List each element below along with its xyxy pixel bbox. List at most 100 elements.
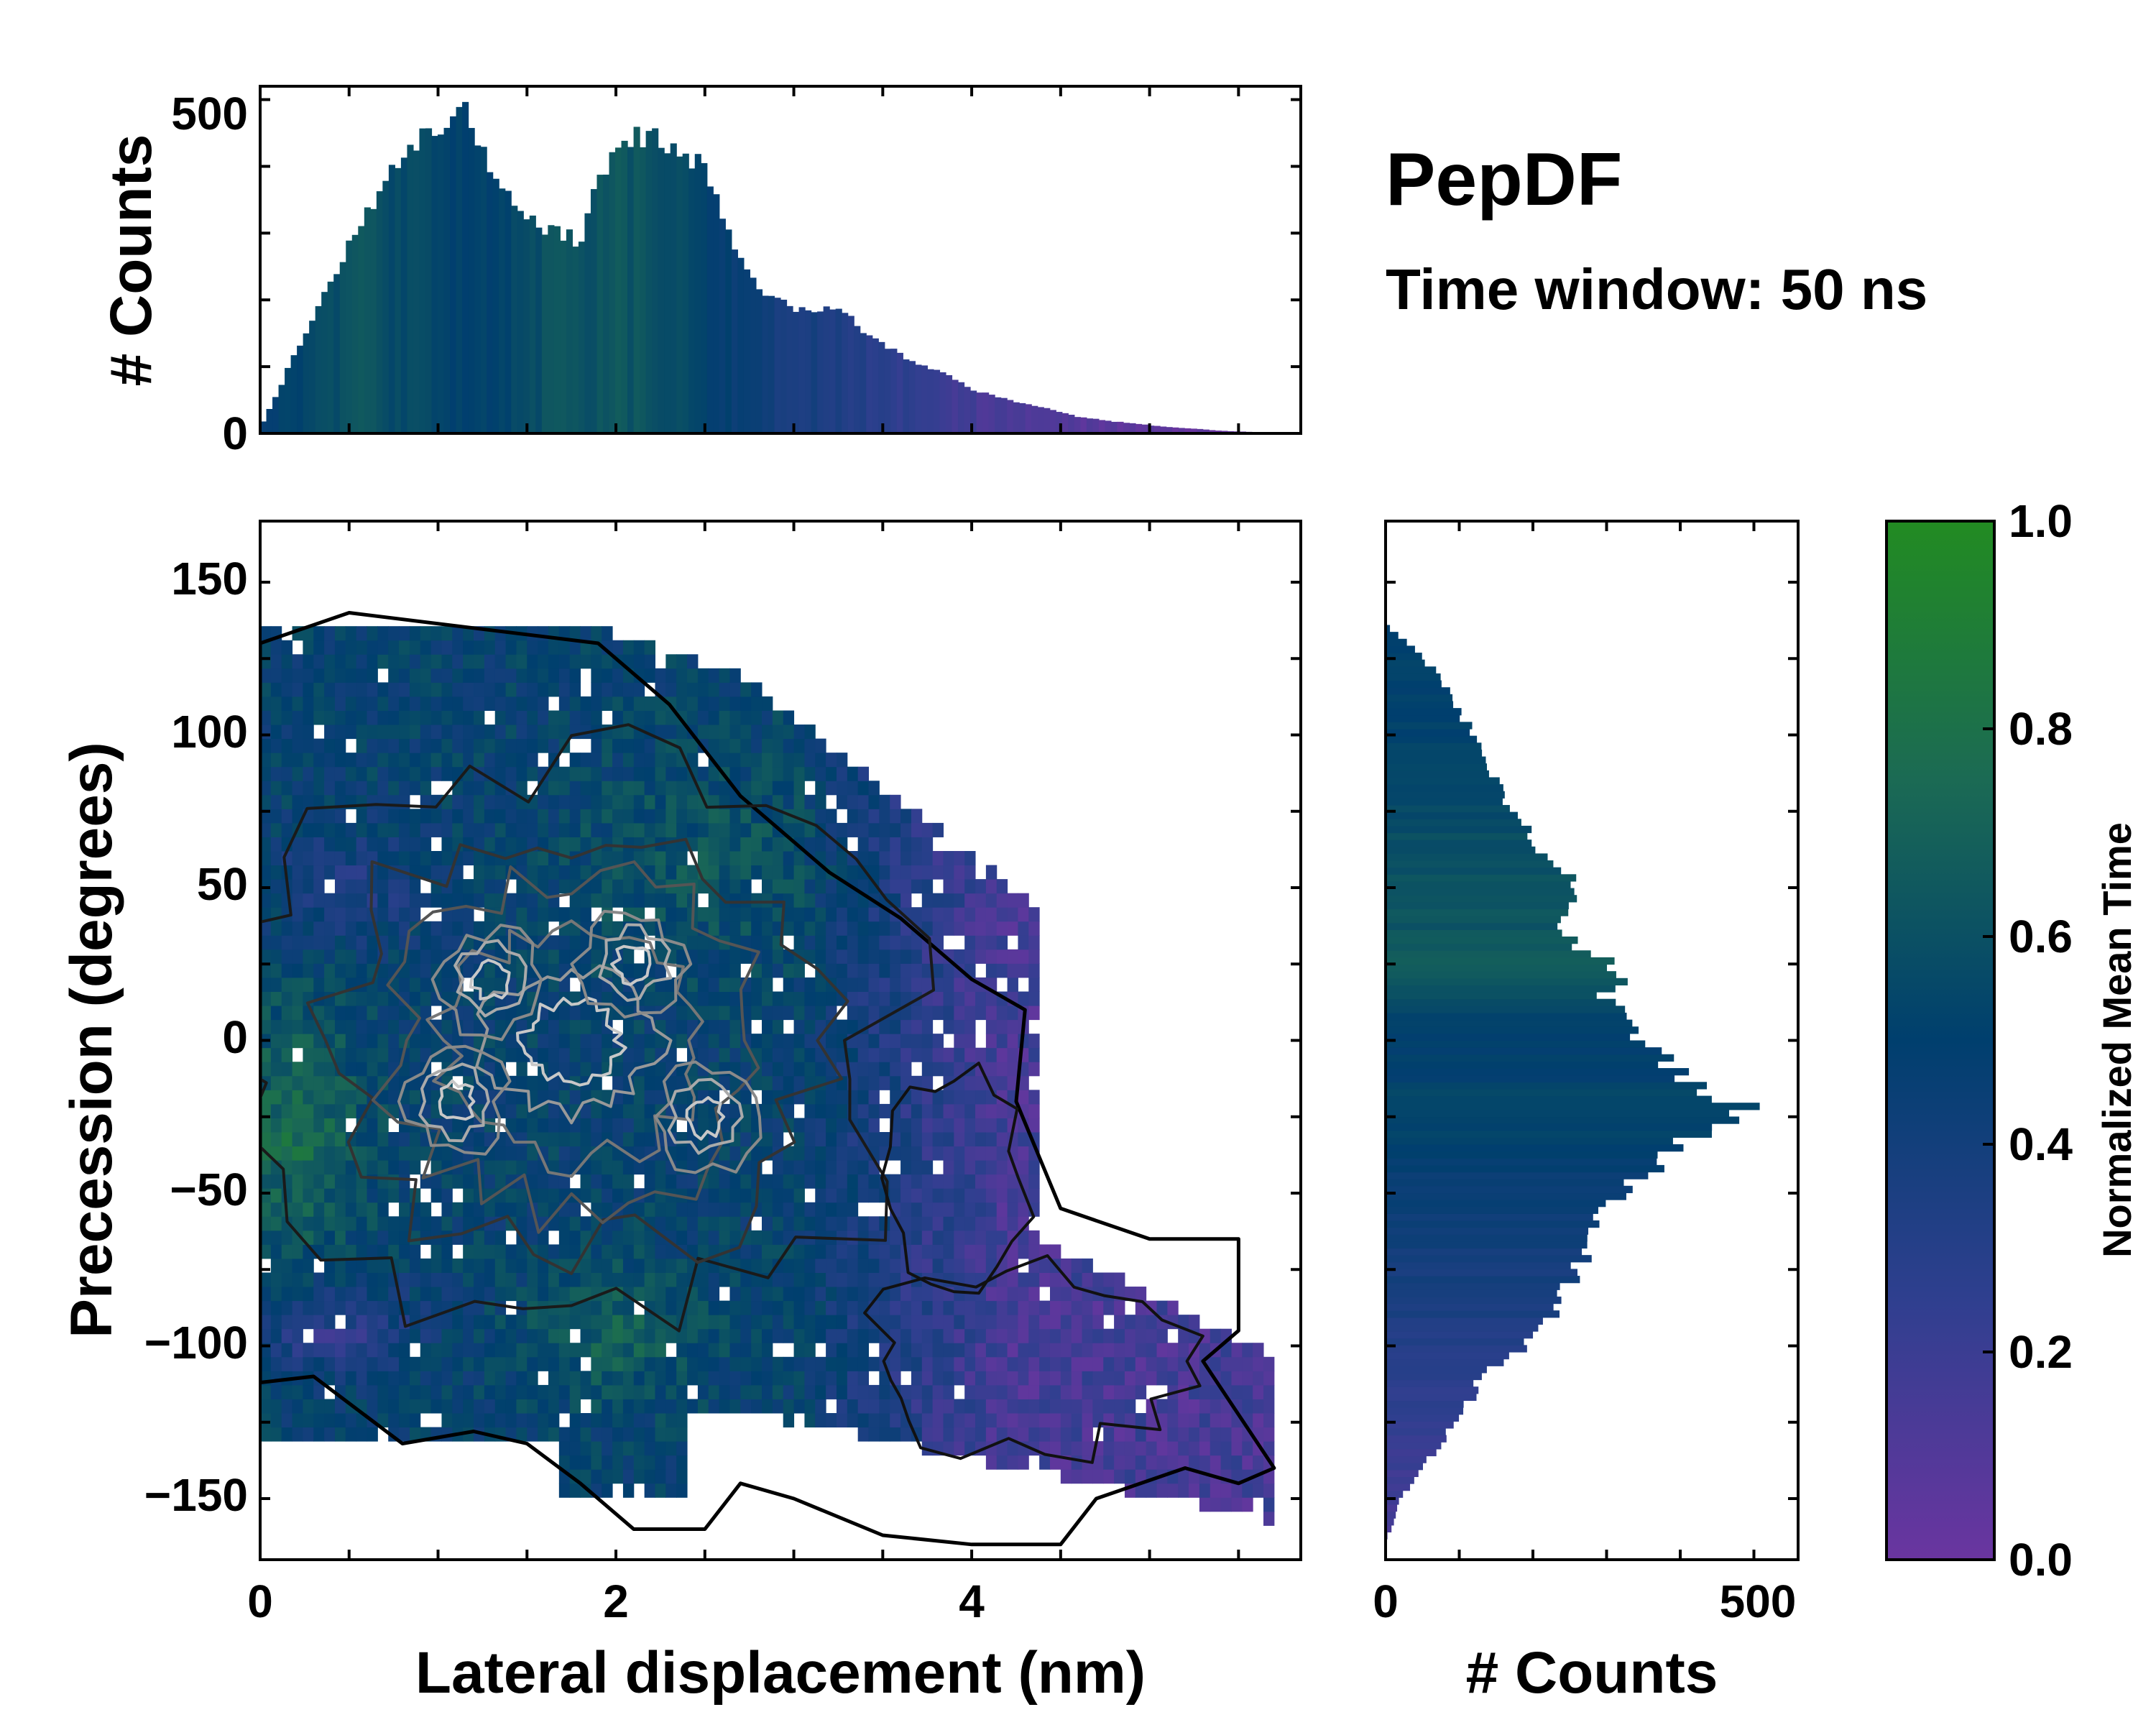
- right-hist-bar: [1386, 1407, 1464, 1415]
- heatmap-cell: [644, 1258, 655, 1273]
- heatmap-cell: [420, 1034, 432, 1049]
- heatmap-cell: [377, 865, 389, 880]
- heatmap-cell: [964, 949, 976, 964]
- heatmap-cell: [580, 753, 591, 768]
- heatmap-cell: [388, 682, 400, 697]
- heatmap-cell: [644, 1343, 655, 1358]
- heatmap-cell: [334, 809, 346, 824]
- heatmap-cell: [356, 991, 368, 1006]
- right-hist-bar: [1386, 888, 1575, 896]
- heatmap-cell: [996, 1006, 1008, 1021]
- heatmap-cell: [591, 1455, 602, 1470]
- heatmap-cell: [1007, 1230, 1018, 1245]
- heatmap-cell: [1018, 921, 1029, 936]
- top-hist-bar: [327, 281, 334, 433]
- right-hist-bar: [1386, 1358, 1504, 1366]
- heatmap-cell: [516, 1202, 528, 1217]
- heatmap-cell: [270, 696, 282, 711]
- heatmap-cell: [751, 963, 763, 978]
- heatmap-cell: [954, 1427, 965, 1442]
- heatmap-cell: [740, 1399, 752, 1414]
- heatmap-cell: [1028, 1413, 1040, 1428]
- heatmap-cell: [569, 1427, 581, 1442]
- heatmap-cell: [441, 921, 453, 936]
- heatmap-cell: [538, 809, 549, 824]
- heatmap-cell: [505, 1413, 517, 1428]
- heatmap-cell: [1018, 935, 1029, 950]
- heatmap-cell: [964, 921, 976, 936]
- heatmap-cell: [729, 1034, 741, 1049]
- top-hist-bar: [915, 364, 922, 433]
- heatmap-cell: [719, 1174, 730, 1189]
- heatmap-cell: [313, 879, 325, 894]
- heatmap-cell: [783, 753, 795, 768]
- heatmap-cell: [687, 1230, 699, 1245]
- heatmap-cell: [1178, 1441, 1189, 1456]
- heatmap-cell: [558, 822, 571, 837]
- heatmap-cell: [697, 963, 709, 978]
- heatmap-cell: [505, 1328, 517, 1343]
- heatmap-cell: [985, 1174, 998, 1189]
- heatmap-cell: [388, 809, 400, 824]
- heatmap-cell: [1049, 1300, 1061, 1315]
- heatmap-cell: [1146, 1483, 1158, 1498]
- heatmap-cell: [1071, 1384, 1083, 1399]
- heatmap-cell: [665, 822, 677, 837]
- heatmap-cell: [687, 1356, 699, 1371]
- heatmap-cell: [751, 1287, 763, 1302]
- heatmap-cell: [1199, 1343, 1211, 1358]
- top-hist-bar: [278, 385, 285, 433]
- heatmap-cell: [633, 1019, 645, 1034]
- heatmap-cell: [367, 1034, 378, 1049]
- heatmap-cell: [324, 1188, 336, 1203]
- heatmap-cell: [484, 1174, 496, 1189]
- heatmap-cell: [548, 1371, 560, 1386]
- heatmap-cell: [313, 1328, 325, 1343]
- heatmap-cell: [463, 794, 474, 809]
- heatmap-cell: [729, 1300, 741, 1315]
- heatmap-cell: [538, 1384, 549, 1399]
- heatmap-cell: [1135, 1384, 1147, 1399]
- top-hist-ytick-0: 0: [222, 408, 248, 459]
- heatmap-cell: [260, 1062, 272, 1077]
- heatmap-cell: [729, 879, 741, 894]
- heatmap-cell: [954, 1356, 965, 1371]
- top-hist-bar: [706, 186, 714, 433]
- heatmap-cell: [334, 626, 346, 641]
- heatmap-cell: [345, 1019, 357, 1034]
- heatmap-cell: [1060, 1343, 1072, 1358]
- heatmap-cell: [697, 977, 709, 992]
- heatmap-cell: [868, 837, 880, 852]
- heatmap-cell: [1071, 1427, 1083, 1442]
- heatmap-cell: [985, 991, 998, 1006]
- heatmap-cell: [1135, 1287, 1147, 1302]
- heatmap-cell: [612, 893, 624, 908]
- heatmap-cell: [292, 1034, 303, 1049]
- heatmap-cell: [655, 1441, 666, 1456]
- heatmap-cell: [281, 1328, 293, 1343]
- heatmap-cell: [313, 1075, 325, 1090]
- heatmap-cell: [836, 1244, 848, 1259]
- heatmap-cell: [815, 879, 826, 894]
- colorbar-tick-0.0: 0.0: [2009, 1534, 2073, 1586]
- heatmap-cell: [793, 1384, 805, 1399]
- right-hist-bar: [1386, 1276, 1580, 1284]
- top-hist-bar: [407, 144, 414, 433]
- heatmap-cell: [1028, 1174, 1040, 1189]
- heatmap-cell: [260, 991, 272, 1006]
- heatmap-cell: [783, 1146, 795, 1161]
- heatmap-cell: [270, 1413, 282, 1428]
- heatmap-cell: [388, 1006, 400, 1021]
- heatmap-cell: [313, 1315, 325, 1330]
- heatmap-cell: [505, 837, 517, 852]
- heatmap-cell: [762, 1287, 773, 1302]
- heatmap-cell: [665, 1174, 677, 1189]
- heatmap-cell: [569, 1483, 581, 1498]
- heatmap-cell: [430, 1188, 442, 1203]
- heatmap-cell: [313, 1356, 325, 1371]
- heatmap-cell: [655, 865, 666, 880]
- right-hist-bar: [1386, 1082, 1708, 1090]
- heatmap-cell: [334, 949, 346, 964]
- heatmap-cell: [558, 1034, 571, 1049]
- heatmap-cell: [334, 753, 346, 768]
